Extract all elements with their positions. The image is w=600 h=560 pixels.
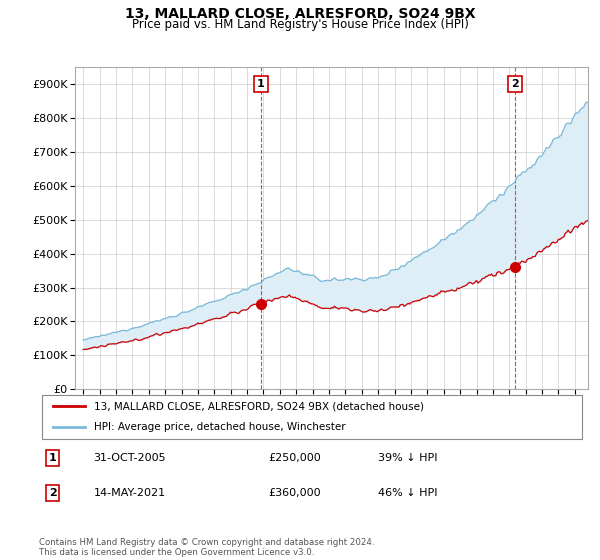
Text: 1: 1: [257, 79, 265, 89]
Text: 13, MALLARD CLOSE, ALRESFORD, SO24 9BX: 13, MALLARD CLOSE, ALRESFORD, SO24 9BX: [125, 7, 475, 21]
Text: 13, MALLARD CLOSE, ALRESFORD, SO24 9BX (detached house): 13, MALLARD CLOSE, ALRESFORD, SO24 9BX (…: [94, 401, 424, 411]
Text: 39% ↓ HPI: 39% ↓ HPI: [377, 453, 437, 463]
Text: £360,000: £360,000: [268, 488, 321, 498]
Text: £250,000: £250,000: [268, 453, 321, 463]
Text: 46% ↓ HPI: 46% ↓ HPI: [377, 488, 437, 498]
Text: 1: 1: [49, 453, 56, 463]
Text: 2: 2: [512, 79, 519, 89]
Text: HPI: Average price, detached house, Winchester: HPI: Average price, detached house, Winc…: [94, 422, 345, 432]
FancyBboxPatch shape: [42, 395, 582, 438]
Text: Contains HM Land Registry data © Crown copyright and database right 2024.
This d: Contains HM Land Registry data © Crown c…: [39, 538, 374, 557]
Text: Price paid vs. HM Land Registry's House Price Index (HPI): Price paid vs. HM Land Registry's House …: [131, 18, 469, 31]
Text: 31-OCT-2005: 31-OCT-2005: [94, 453, 166, 463]
Text: 14-MAY-2021: 14-MAY-2021: [94, 488, 166, 498]
Text: 2: 2: [49, 488, 56, 498]
